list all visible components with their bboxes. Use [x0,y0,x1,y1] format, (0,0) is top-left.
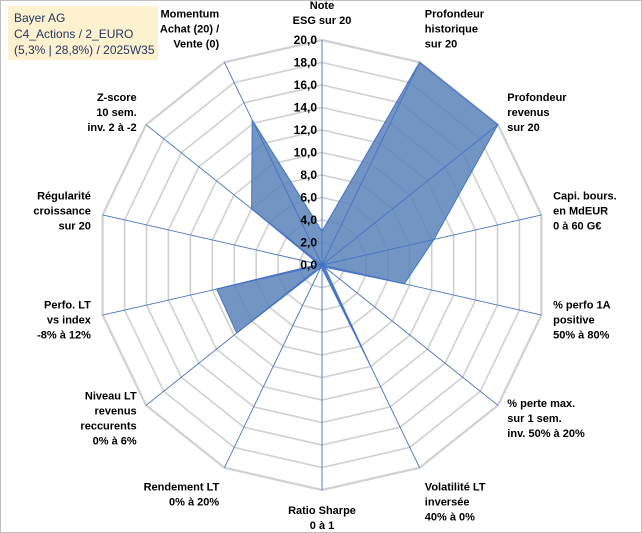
axis-label: Ratio Sharpe 0 à 1 [288,505,356,532]
tick-label: 10,0 [294,146,318,160]
axis-label-line: 50% à 80% [553,330,609,342]
axis-label-line: Z-score [97,92,137,104]
axis-label-line: sur 20 [58,221,90,233]
axis-label-line: Régularité [37,191,91,203]
tick-label: 8,0 [300,168,317,182]
axis-label-line: Note [310,0,334,12]
data-area [215,61,499,365]
tick-label: 2,0 [300,236,317,250]
axis-label-line: % perfo 1A [553,300,611,312]
axis-label-line: Niveau LT [85,390,137,402]
axis-spoke [102,214,323,266]
axis-label-line: ESG sur 20 [293,15,352,27]
axis-spoke [223,62,323,266]
axis-label-line: sur 20 [507,122,539,134]
axis-label-line: Perfo. LT [44,300,91,312]
axis-label-line: 0 à 60 G€ [553,221,601,233]
axis-label-line: 0% à 20% [169,497,219,509]
tick-label: 14,0 [294,101,318,115]
axis-label-line: inversée [425,497,470,509]
axis-label-line: en MdEUR [553,206,608,218]
axis-label-line: Rendement LT [144,482,220,494]
period-label: (5,3% | 28,8%) / 2025W35 [14,43,155,57]
axis-spoke [102,264,323,316]
axis-spoke [223,264,323,468]
axis-label-line: revenus [94,405,136,417]
axis-label: Perfo. LT vs index -8% à 12% [37,300,92,342]
axis-label-line: sur 1 sem. [507,413,561,425]
axis-label-line: sur 20 [425,39,457,51]
axis-spoke [321,214,542,266]
axis-spoke [321,62,421,266]
tick-label: 16,0 [294,78,318,92]
chart-title-box: Bayer AG C4_Actions / 2_EURO (5,3% | 28,… [8,6,158,60]
axis-label-line: Ratio Sharpe [288,505,356,517]
tick-label: 12,0 [294,123,318,137]
axis-label-line: Momentum [161,9,220,21]
axis-spoke [321,264,542,316]
axis-label-line: 0% à 6% [93,435,137,447]
axis-spoke [321,264,499,406]
axis-label-line: inv. 2 à -2 [87,122,136,134]
axis-label-line: 40% à 0% [425,512,475,524]
axis-label-line: % perte max. [507,398,575,410]
axis-label-line: reccurents [80,420,136,432]
axis-label: Régularité croissance sur 20 [33,191,90,233]
company-name: Bayer AG [14,11,66,25]
axis-label: % perte max. sur 1 sem. inv. 50% à 20% [507,398,585,440]
axis-label-line: inv. 50% à 20% [507,428,585,440]
axis-label: Volatilité LT inversée 40% à 0% [425,482,486,524]
axis-label-line: historique [425,24,478,36]
axis-label-line: 0 à 1 [310,520,334,532]
axis-label-line: 10 sem. [96,107,136,119]
axis-spoke [321,124,499,266]
axis-label: Note ESG sur 20 [293,0,352,27]
axis-label: Rendement LT 0% à 20% [144,482,220,509]
axis-label-line: positive [553,315,595,327]
axis-label: Momentum Achat (20) / Vente (0) [160,9,220,51]
axis-label: Niveau LT revenus reccurents 0% à 6% [80,390,137,447]
tick-label: 4,0 [300,213,317,227]
axis-label-line: revenus [507,107,549,119]
axis-label-line: Capi. bours. [553,191,617,203]
axis-label: Capi. bours. en MdEUR 0 à 60 G€ [553,191,617,233]
axis-spoke [145,264,323,406]
axis-spoke [145,124,323,266]
axis-label-line: croissance [33,206,90,218]
axis-label-line: Vente (0) [173,39,219,51]
axis-label-line: Profondeur [507,92,567,104]
axis-label-line: -8% à 12% [37,330,91,342]
axis-label: Profondeur historique sur 20 [425,9,485,51]
axis-label-line: Profondeur [425,9,485,21]
axis-label-line: vs index [47,315,92,327]
axis-label: % perfo 1A positive 50% à 80% [553,300,611,342]
axis-label: Z-score 10 sem. inv. 2 à -2 [87,92,136,134]
axis-label-line: Volatilité LT [425,482,486,494]
tick-label: 18,0 [294,56,318,70]
tick-label: 6,0 [300,191,317,205]
category-label: C4_Actions / 2_EURO [14,27,134,41]
axis-label: Profondeur revenus sur 20 [507,92,567,134]
tick-label: 0,0 [300,258,317,272]
axis-label-line: Achat (20) / [160,24,219,36]
axis-spoke [321,264,421,468]
tick-label: 20,0 [294,33,318,47]
